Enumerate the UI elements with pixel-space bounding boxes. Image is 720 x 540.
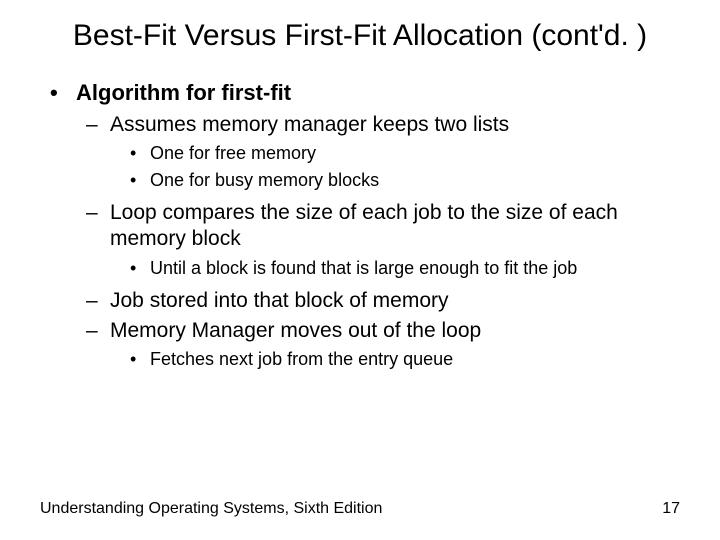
bullet-dot-icon: •: [130, 169, 150, 192]
slide-title: Best-Fit Versus First-Fit Allocation (co…: [40, 18, 680, 54]
bullet-level1: • Algorithm for first-fit: [50, 80, 680, 106]
bullet-dash-icon: –: [86, 318, 110, 344]
bullet-dot-icon: •: [130, 142, 150, 165]
footer-text: Understanding Operating Systems, Sixth E…: [40, 500, 382, 518]
bullet-level3: • Until a block is found that is large e…: [130, 257, 680, 280]
bullet-level2: – Memory Manager moves out of the loop: [86, 318, 680, 344]
bullet-dot-icon: •: [130, 348, 150, 371]
l3-text: One for free memory: [150, 142, 316, 165]
l2-text: Memory Manager moves out of the loop: [110, 318, 481, 344]
bullet-dash-icon: –: [86, 200, 110, 253]
bullet-dash-icon: –: [86, 112, 110, 138]
bullet-level2: – Loop compares the size of each job to …: [86, 200, 680, 253]
bullet-level3: • Fetches next job from the entry queue: [130, 348, 680, 371]
l2-text: Job stored into that block of memory: [110, 288, 449, 314]
l3-text: Until a block is found that is large eno…: [150, 257, 577, 280]
l2-text: Loop compares the size of each job to th…: [110, 200, 680, 253]
l2-text: Assumes memory manager keeps two lists: [110, 112, 509, 138]
slide-footer: Understanding Operating Systems, Sixth E…: [40, 500, 680, 518]
page-number: 17: [662, 500, 680, 518]
slide-content: • Algorithm for first-fit – Assumes memo…: [40, 80, 680, 372]
bullet-level3: • One for busy memory blocks: [130, 169, 680, 192]
bullet-dash-icon: –: [86, 288, 110, 314]
bullet-level2: – Job stored into that block of memory: [86, 288, 680, 314]
l1-text: Algorithm for first-fit: [76, 80, 291, 106]
bullet-dot-icon: •: [130, 257, 150, 280]
bullet-level3: • One for free memory: [130, 142, 680, 165]
l3-text: Fetches next job from the entry queue: [150, 348, 453, 371]
bullet-dot-icon: •: [50, 80, 76, 106]
bullet-level2: – Assumes memory manager keeps two lists: [86, 112, 680, 138]
l3-text: One for busy memory blocks: [150, 169, 379, 192]
